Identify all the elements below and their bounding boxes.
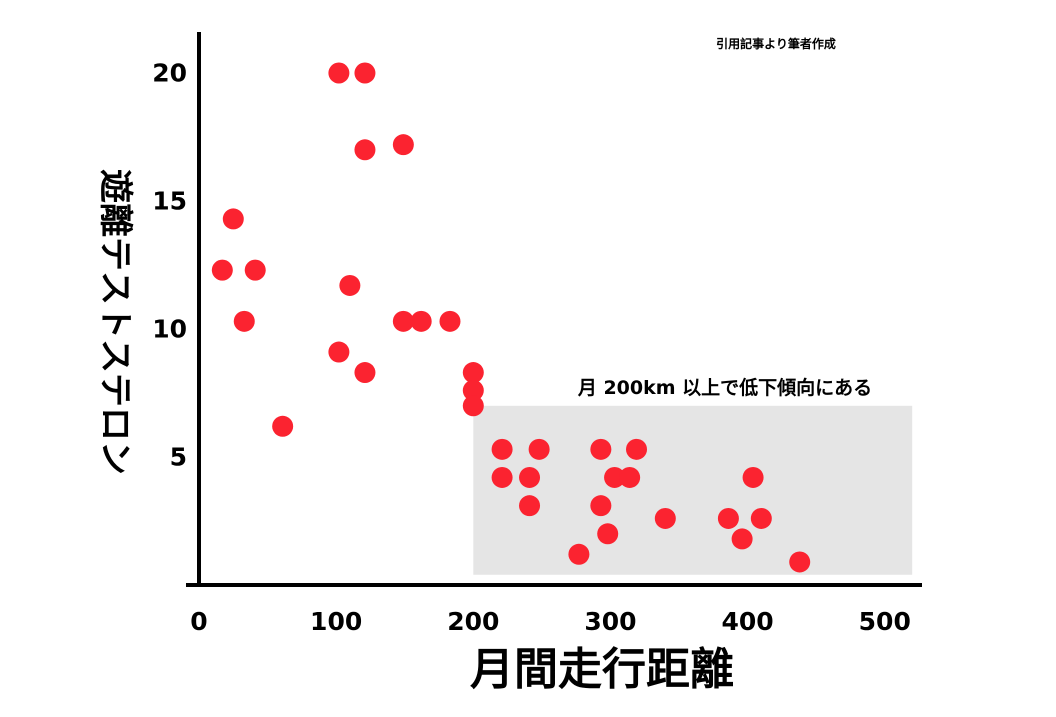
data-point <box>328 62 350 84</box>
data-point <box>354 62 376 84</box>
x-tick-label: 500 <box>859 607 911 636</box>
data-point <box>354 139 376 161</box>
y-tick-label: 10 <box>152 315 187 344</box>
data-point <box>211 259 233 281</box>
y-tick-label: 20 <box>152 59 187 88</box>
data-point <box>272 415 294 437</box>
data-point <box>439 310 461 332</box>
data-point <box>339 274 361 296</box>
data-point <box>519 495 541 517</box>
x-tick-label: 100 <box>310 607 362 636</box>
data-point <box>222 208 244 230</box>
data-point <box>392 134 414 156</box>
data-point <box>604 466 626 488</box>
data-point <box>654 507 676 529</box>
x-tick-label: 400 <box>722 607 774 636</box>
source-note: 引用記事より筆者作成 <box>716 36 836 51</box>
x-tick-label: 300 <box>584 607 636 636</box>
data-point <box>717 507 739 529</box>
data-point <box>462 395 484 417</box>
y-tick-label: 5 <box>170 443 187 472</box>
data-point <box>354 362 376 384</box>
data-point <box>462 362 484 384</box>
data-point <box>528 438 550 460</box>
data-point <box>568 543 590 565</box>
data-points <box>211 62 811 573</box>
highlight-region <box>473 405 913 575</box>
data-point <box>491 466 513 488</box>
y-tick-labels: 5 10 15 20 <box>152 59 187 472</box>
data-point <box>244 259 266 281</box>
x-tick-labels: 0 100 200 300 400 500 <box>190 607 911 636</box>
data-point <box>590 438 612 460</box>
y-axis-label: 遊離テストステロン <box>95 169 135 475</box>
x-axis-label: 月間走行距離 <box>470 644 734 695</box>
data-point <box>731 528 753 550</box>
data-point <box>590 495 612 517</box>
data-point <box>328 341 350 363</box>
data-point <box>491 438 513 460</box>
data-point <box>462 379 484 401</box>
annotation-text: 月 200km 以上で低下傾向にある <box>577 376 872 399</box>
data-point <box>619 466 641 488</box>
data-point <box>750 507 772 529</box>
data-point <box>233 310 255 332</box>
data-point <box>519 466 541 488</box>
data-point <box>742 466 764 488</box>
x-tick-label: 200 <box>447 607 499 636</box>
data-point <box>789 551 811 573</box>
data-point <box>597 523 619 545</box>
data-point <box>392 310 414 332</box>
data-point <box>626 438 648 460</box>
data-point <box>410 310 432 332</box>
x-tick-label: 0 <box>190 607 207 636</box>
y-tick-label: 15 <box>152 187 187 216</box>
